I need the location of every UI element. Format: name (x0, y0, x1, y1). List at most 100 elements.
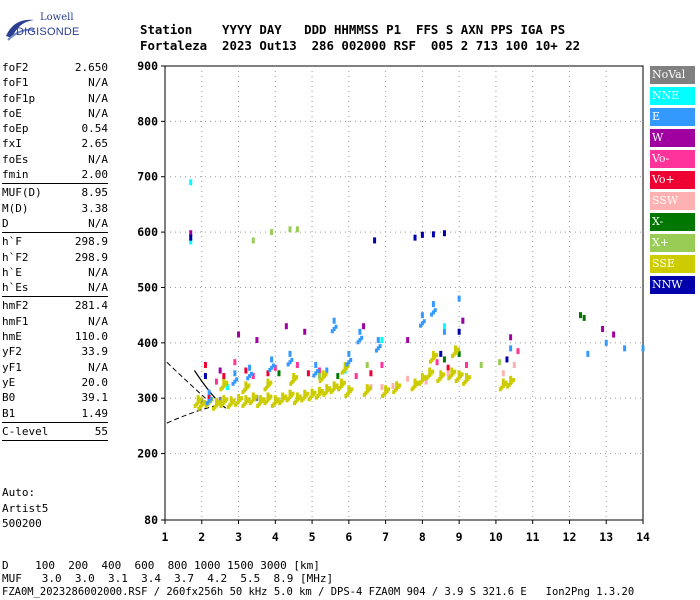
grid-dot (274, 406, 276, 407)
grid-dot (370, 342, 371, 344)
data-point-sse (199, 397, 203, 402)
grid-dot (435, 286, 436, 288)
grid-dot (348, 246, 350, 247)
grid-dot (255, 453, 256, 455)
grid-dot (325, 231, 326, 233)
grid-dot (605, 256, 607, 257)
grid-dot (340, 286, 341, 288)
grid-dot (421, 371, 423, 372)
data-point-x (578, 312, 582, 319)
grid-dot (458, 491, 460, 492)
grid-dot (555, 397, 556, 399)
data-point-nne (189, 179, 193, 186)
grid-dot (238, 386, 240, 387)
data-point-sse (317, 386, 321, 393)
grid-dot (605, 206, 607, 207)
grid-dot (340, 342, 341, 344)
grid-dot (385, 451, 387, 452)
data-point-sse (365, 384, 369, 391)
legend-item: SSE (650, 255, 695, 273)
grid-dot (385, 86, 387, 87)
grid-dot (455, 286, 456, 288)
grid-dot (575, 342, 576, 344)
grid-dot (430, 397, 431, 399)
grid-dot (458, 461, 460, 462)
grid-dot (311, 91, 313, 92)
grid-dot (311, 136, 313, 137)
grid-dot (405, 342, 406, 344)
grid-dot (220, 176, 221, 178)
grid-dot (595, 453, 596, 455)
grid-dot (495, 516, 497, 517)
grid-dot (311, 266, 313, 267)
grid-dot (180, 397, 181, 399)
grid-dot (200, 342, 201, 344)
grid-dot (274, 346, 276, 347)
grid-dot (215, 120, 216, 122)
grid-dot (238, 191, 240, 192)
data-point-vo (244, 367, 248, 374)
grid-dot (274, 211, 276, 212)
grid-dot (568, 406, 570, 407)
grid-dot (201, 96, 203, 97)
grid-dot (495, 381, 497, 382)
data-point-w (601, 325, 605, 332)
data-point-nnw (442, 230, 446, 237)
grid-dot (421, 256, 423, 257)
grid-dot (385, 71, 387, 72)
grid-dot (365, 342, 366, 344)
grid-dot (238, 226, 240, 227)
grid-dot (532, 196, 534, 197)
grid-dot (274, 286, 276, 287)
grid-dot (370, 286, 371, 288)
data-point-e (233, 370, 237, 377)
grid-dot (238, 136, 240, 137)
grid-dot (590, 120, 591, 122)
grid-dot (495, 321, 497, 322)
grid-dot (535, 231, 536, 233)
grid-dot (540, 342, 541, 344)
grid-dot (605, 401, 607, 402)
grid-dot (311, 456, 313, 457)
data-point-sse (439, 370, 443, 377)
grid-dot (421, 251, 423, 252)
distance-scale-row: D 100 200 400 600 800 1000 1500 3000 [km… (2, 559, 320, 572)
grid-dot (520, 286, 521, 288)
grid-dot (585, 231, 586, 233)
grid-dot (385, 76, 387, 77)
param-value: 39.1 (81, 391, 109, 405)
grid-dot (495, 401, 497, 402)
grid-dot (458, 436, 460, 437)
grid-dot (238, 71, 240, 72)
grid-dot (274, 441, 276, 442)
grid-dot (515, 342, 516, 344)
data-point-w (303, 328, 307, 335)
data-point-e (334, 324, 338, 329)
grid-dot (230, 176, 231, 178)
grid-dot (295, 176, 296, 178)
grid-dot (385, 416, 387, 417)
data-point-w (189, 230, 193, 237)
grid-dot (605, 151, 607, 152)
grid-dot (360, 176, 361, 178)
grid-dot (255, 286, 256, 288)
grid-dot (274, 496, 276, 497)
grid-dot (348, 341, 350, 342)
grid-dot (568, 231, 570, 232)
grid-dot (274, 351, 276, 352)
grid-dot (605, 453, 606, 455)
grid-dot (640, 176, 641, 178)
grid-dot (365, 120, 366, 122)
grid-dot (605, 511, 607, 512)
grid-dot (348, 481, 350, 482)
param-row: hmF1 N/A (2, 314, 108, 329)
param-name: foF2 (2, 61, 29, 74)
grid-dot (311, 496, 313, 497)
grid-dot (458, 466, 460, 467)
grid-dot (568, 191, 570, 192)
grid-dot (480, 286, 481, 288)
grid-dot (385, 316, 387, 317)
grid-dot (458, 106, 460, 107)
grid-dot (532, 266, 534, 267)
